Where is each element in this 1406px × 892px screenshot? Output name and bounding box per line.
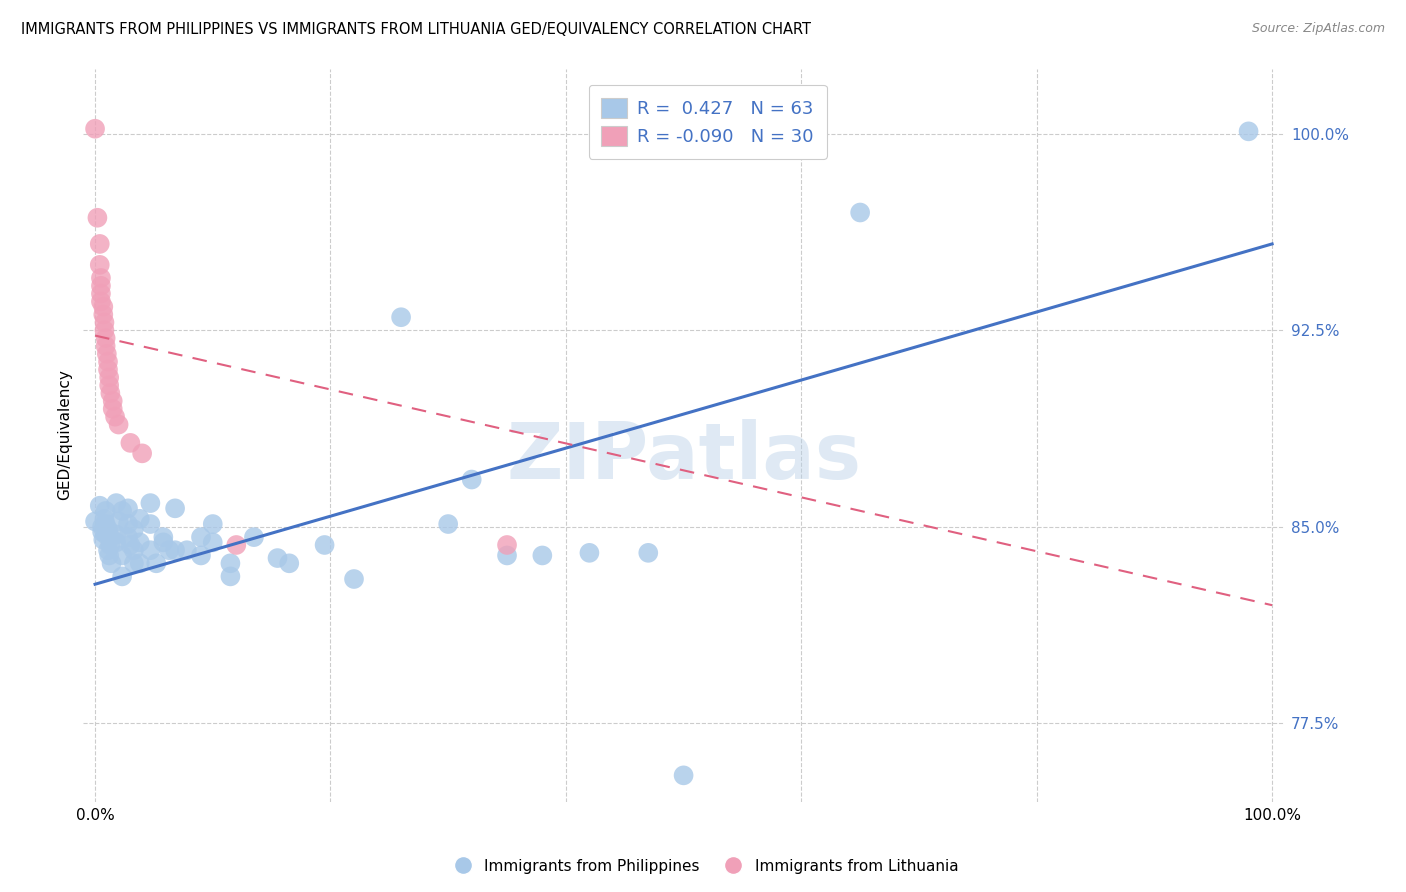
Point <box>98 370 121 384</box>
Point <box>139 516 162 531</box>
Point <box>120 538 142 552</box>
Point <box>98 378 121 392</box>
Point <box>94 527 117 541</box>
Point <box>201 535 224 549</box>
Y-axis label: GED/Equivalency: GED/Equivalency <box>58 369 72 500</box>
Point <box>122 557 145 571</box>
Point <box>849 205 872 219</box>
Point <box>97 362 120 376</box>
Point <box>131 446 153 460</box>
Point <box>84 121 107 136</box>
Point <box>111 504 134 518</box>
Point <box>496 549 519 563</box>
Point <box>122 543 145 558</box>
Point <box>266 551 288 566</box>
Point <box>94 339 117 353</box>
Point <box>98 549 121 563</box>
Point <box>91 300 114 314</box>
Point <box>637 546 659 560</box>
Point <box>91 519 114 533</box>
Point <box>145 557 167 571</box>
Point <box>128 535 150 549</box>
Point <box>190 530 212 544</box>
Point <box>165 501 187 516</box>
Point <box>90 286 112 301</box>
Point <box>111 549 134 563</box>
Point <box>101 401 124 416</box>
Point <box>91 533 114 547</box>
Point <box>89 236 111 251</box>
Point <box>107 515 129 529</box>
Point <box>243 530 266 544</box>
Point <box>100 557 122 571</box>
Point <box>84 515 107 529</box>
Point <box>101 394 124 409</box>
Point <box>578 546 600 560</box>
Point <box>89 258 111 272</box>
Point <box>219 569 242 583</box>
Point <box>98 538 121 552</box>
Point <box>120 436 142 450</box>
Point <box>93 512 115 526</box>
Point <box>201 516 224 531</box>
Point <box>122 522 145 536</box>
Point <box>437 516 460 531</box>
Point <box>94 504 117 518</box>
Point <box>94 331 117 345</box>
Point <box>96 347 118 361</box>
Point <box>531 549 554 563</box>
Point <box>98 386 121 401</box>
Point <box>157 543 180 558</box>
Point <box>111 569 134 583</box>
Point <box>152 535 174 549</box>
Text: IMMIGRANTS FROM PHILIPPINES VS IMMIGRANTS FROM LITHUANIA GED/EQUIVALENCY CORRELA: IMMIGRANTS FROM PHILIPPINES VS IMMIGRANT… <box>21 22 811 37</box>
Point <box>90 271 112 285</box>
Point <box>278 557 301 571</box>
Point <box>93 323 115 337</box>
Legend: Immigrants from Philippines, Immigrants from Lithuania: Immigrants from Philippines, Immigrants … <box>441 853 965 880</box>
Point <box>90 278 112 293</box>
Point <box>97 355 120 369</box>
Point <box>496 538 519 552</box>
Point <box>139 496 162 510</box>
Point <box>90 294 112 309</box>
Point <box>86 211 108 225</box>
Point <box>117 530 139 544</box>
Point <box>98 530 121 544</box>
Point <box>343 572 366 586</box>
Point <box>91 524 114 539</box>
Text: ZIPatlas: ZIPatlas <box>506 419 860 495</box>
Point <box>1237 124 1260 138</box>
Point <box>117 516 139 531</box>
Point <box>94 516 117 531</box>
Point <box>89 499 111 513</box>
Text: Source: ZipAtlas.com: Source: ZipAtlas.com <box>1251 22 1385 36</box>
Point <box>105 527 128 541</box>
Point <box>117 501 139 516</box>
Point <box>91 308 114 322</box>
Point <box>128 557 150 571</box>
Point <box>93 315 115 329</box>
Point <box>97 522 120 536</box>
Point <box>107 417 129 432</box>
Point <box>389 310 412 325</box>
Point <box>176 543 198 558</box>
Point <box>104 409 127 424</box>
Point <box>672 768 695 782</box>
Point <box>139 543 162 558</box>
Legend: R =  0.427   N = 63, R = -0.090   N = 30: R = 0.427 N = 63, R = -0.090 N = 30 <box>589 85 827 159</box>
Point <box>219 557 242 571</box>
Point <box>105 535 128 549</box>
Point <box>152 530 174 544</box>
Point <box>190 549 212 563</box>
Point <box>105 496 128 510</box>
Point <box>97 543 120 558</box>
Point <box>461 473 484 487</box>
Point <box>165 543 187 558</box>
Point <box>225 538 247 552</box>
Point <box>128 512 150 526</box>
Point <box>314 538 336 552</box>
